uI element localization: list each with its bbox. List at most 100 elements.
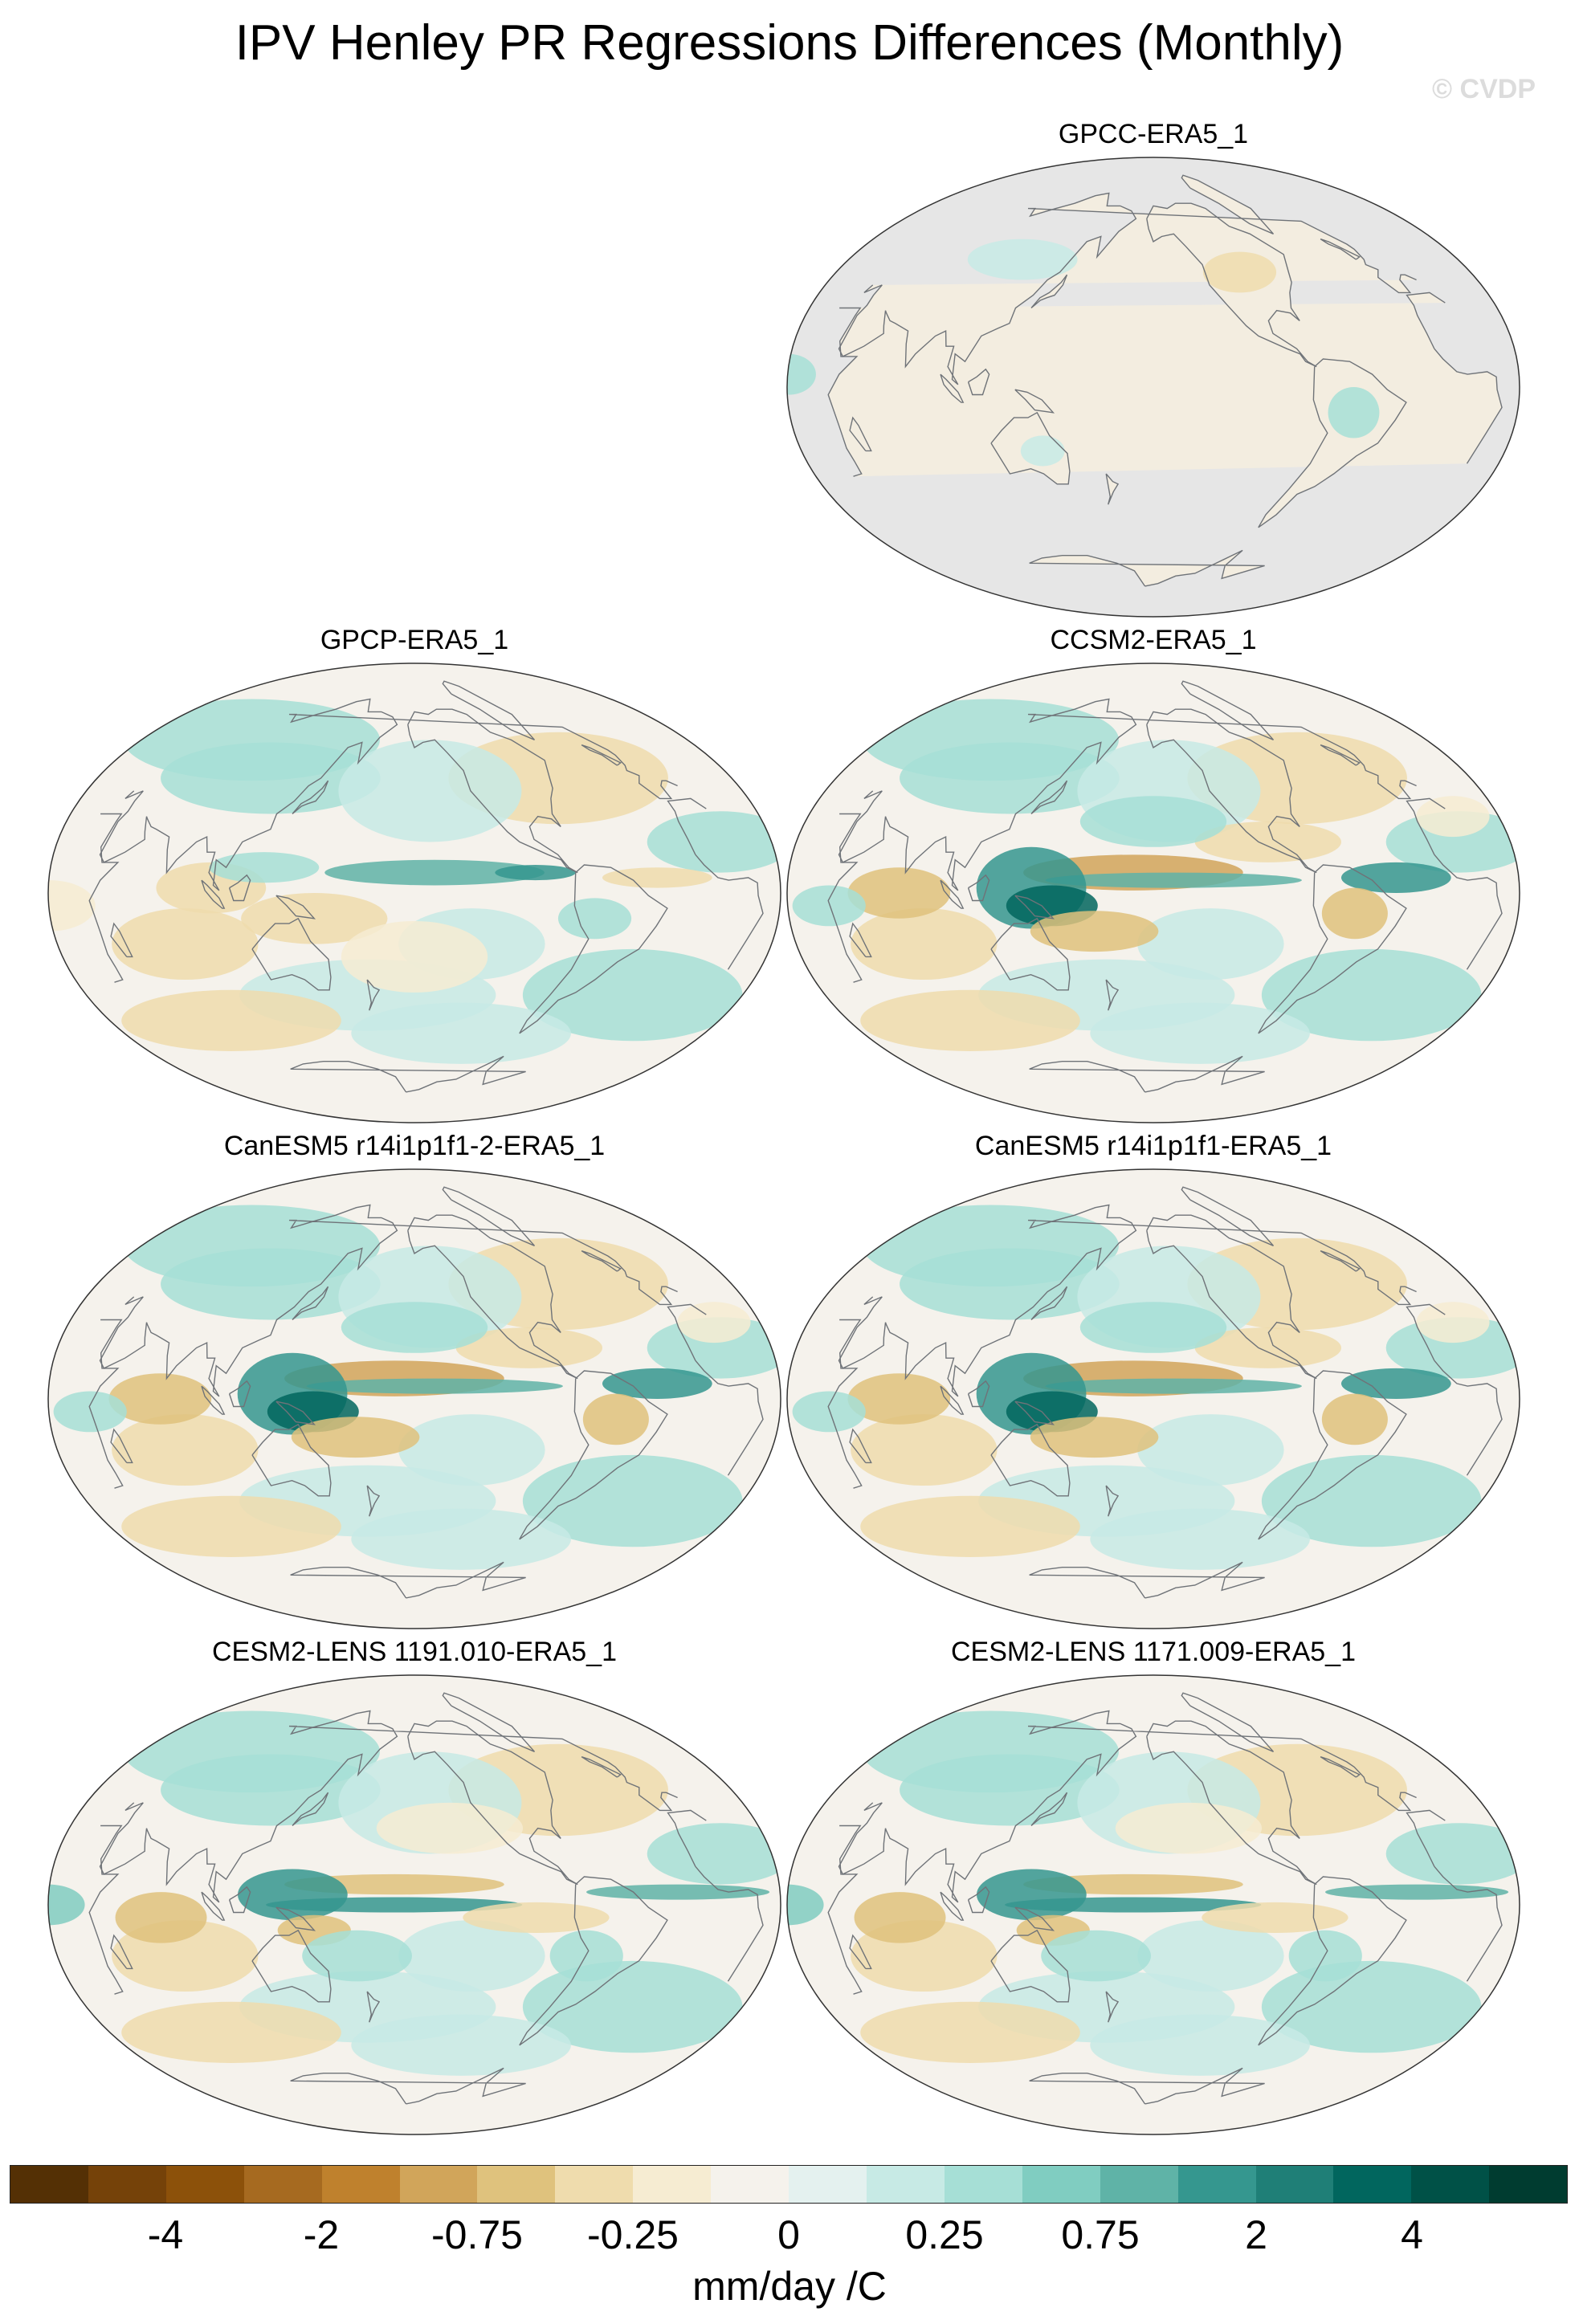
anomaly-field-patch [351, 2014, 571, 2076]
coastline-north-america [1146, 1214, 1317, 1380]
anomaly-field-patch [582, 1393, 649, 1445]
land-fill-new-guinea [1014, 389, 1054, 413]
coastline-eurasia [99, 1710, 678, 1903]
land-fill-indonesia [940, 374, 964, 403]
map-border [786, 1168, 1520, 1629]
anomaly-field-patch [522, 1960, 743, 2053]
anomaly-field-patch [1261, 948, 1482, 1042]
colorbar-swatch [1411, 2166, 1490, 2203]
coastline-north-america [1146, 202, 1317, 368]
anomaly-field-patch [291, 1417, 420, 1458]
map-border [786, 157, 1520, 618]
land-fill-new-zealand [1106, 474, 1119, 505]
robinson-map [786, 663, 1520, 1123]
anomaly-field-patch [1041, 1930, 1151, 1982]
anomaly-field-patch [161, 1754, 381, 1826]
anomaly-field-patch [115, 1892, 207, 1943]
anomaly-field-patch [306, 1378, 563, 1394]
coastline-australia [990, 1423, 1071, 1497]
anomaly-field-patch [1137, 1414, 1284, 1486]
coastline-australia [251, 1423, 332, 1497]
coastline-greenland [1181, 680, 1275, 740]
coastline-indonesia [201, 1891, 226, 1921]
coastline-greenland [1181, 1692, 1275, 1752]
anomaly-field-patch [1340, 1368, 1451, 1399]
coastline-borneo [967, 874, 990, 902]
robinson-map [786, 1674, 1520, 2135]
anomaly-field-patch [549, 1930, 623, 1982]
coastline-new-guinea [275, 895, 316, 919]
anomaly-field-patch [1321, 887, 1388, 940]
anomaly-field-patch [1202, 251, 1277, 293]
colorbar-tick-label: -2 [303, 2212, 340, 2257]
anomaly-field-patch [792, 885, 866, 927]
anomaly-field-patch [1340, 862, 1451, 893]
coastline-uk [1320, 1250, 1361, 1272]
land-fill-africa [828, 292, 1502, 477]
anomaly-field-patch [121, 1495, 341, 1558]
coastline-uk [581, 1756, 622, 1778]
anomaly-field-patch [851, 1414, 998, 1486]
coastline-madagascar [849, 416, 872, 452]
colorbar-swatch [243, 2166, 322, 2203]
anomaly-field-patch [647, 811, 781, 873]
land-fill-japan [1031, 275, 1067, 308]
anomaly-field-patch [522, 1454, 743, 1547]
anomaly-field-patch [860, 1495, 1080, 1558]
coastline-uk [581, 744, 622, 766]
coastline-japan [292, 1286, 329, 1321]
panel-title: CanESM5 r14i1p1f1-ERA5_1 [974, 1131, 1332, 1161]
anomaly-field-patch [1020, 435, 1065, 467]
land-fill-borneo [968, 369, 989, 395]
anomaly-field-patch [1416, 1302, 1490, 1343]
anomaly-field-patch [557, 898, 632, 940]
coastline-antarctica [290, 1561, 526, 1599]
anomaly-field-patch [112, 1414, 259, 1486]
colorbar-swatch [1100, 2166, 1178, 2203]
coastline-south-america [1258, 1370, 1407, 1540]
coastline-uk [1320, 1756, 1361, 1778]
land-fill-madagascar [850, 418, 871, 451]
anomaly-field-patch [1030, 1417, 1159, 1458]
coastline-south-america [519, 1370, 668, 1540]
coastline-madagascar [849, 922, 872, 958]
anomaly-field-patch [338, 740, 522, 842]
coastline-japan [1030, 1792, 1068, 1827]
map-border [786, 663, 1520, 1123]
anomaly-field-patch [1416, 796, 1490, 838]
coastline-australia [251, 917, 332, 991]
anomaly-field-patch [398, 1414, 545, 1486]
panel-title: CESM2-LENS 1171.009-ERA5_1 [951, 1637, 1356, 1667]
coastline-greenland [442, 680, 536, 740]
anomaly-field-patch [376, 1802, 524, 1854]
anomaly-field-patch [787, 353, 816, 395]
anomaly-field-patch [787, 1884, 824, 1926]
anomaly-field-patch [900, 1248, 1120, 1320]
anomaly-field-patch [463, 1902, 610, 1933]
colorbar-swatch [633, 2166, 712, 2203]
coastline-greenland [1181, 1186, 1275, 1246]
anomaly-field-patch [495, 865, 576, 881]
anomaly-field-patch [324, 859, 545, 886]
coastline-japan [1030, 1286, 1068, 1321]
anomaly-field-patch [647, 1823, 781, 1885]
anomaly-field-patch [53, 1391, 127, 1433]
coastline-antarctica [1029, 2067, 1265, 2105]
colorbar-swatch [1022, 2166, 1100, 2203]
anomaly-field-patch [455, 1327, 603, 1368]
land-fill-eurasia [838, 193, 1417, 385]
coastline-indonesia [940, 879, 965, 909]
colorbar-swatch [88, 2166, 166, 2203]
anomaly-field-patch [847, 1373, 951, 1425]
colorbar-swatch [399, 2166, 478, 2203]
anomaly-field-patch [1045, 872, 1302, 888]
coastline-south-america [1258, 864, 1407, 1034]
coastline-north-america [407, 1214, 578, 1380]
coastline-north-america [407, 708, 578, 874]
coastline-uk [581, 1250, 622, 1272]
anomaly-field-patch [602, 1368, 712, 1399]
anomaly-field-patch [1079, 1302, 1227, 1353]
coastline-uk [1320, 744, 1361, 766]
coastline-new-zealand [1105, 473, 1120, 505]
coastline-africa [827, 797, 1503, 983]
